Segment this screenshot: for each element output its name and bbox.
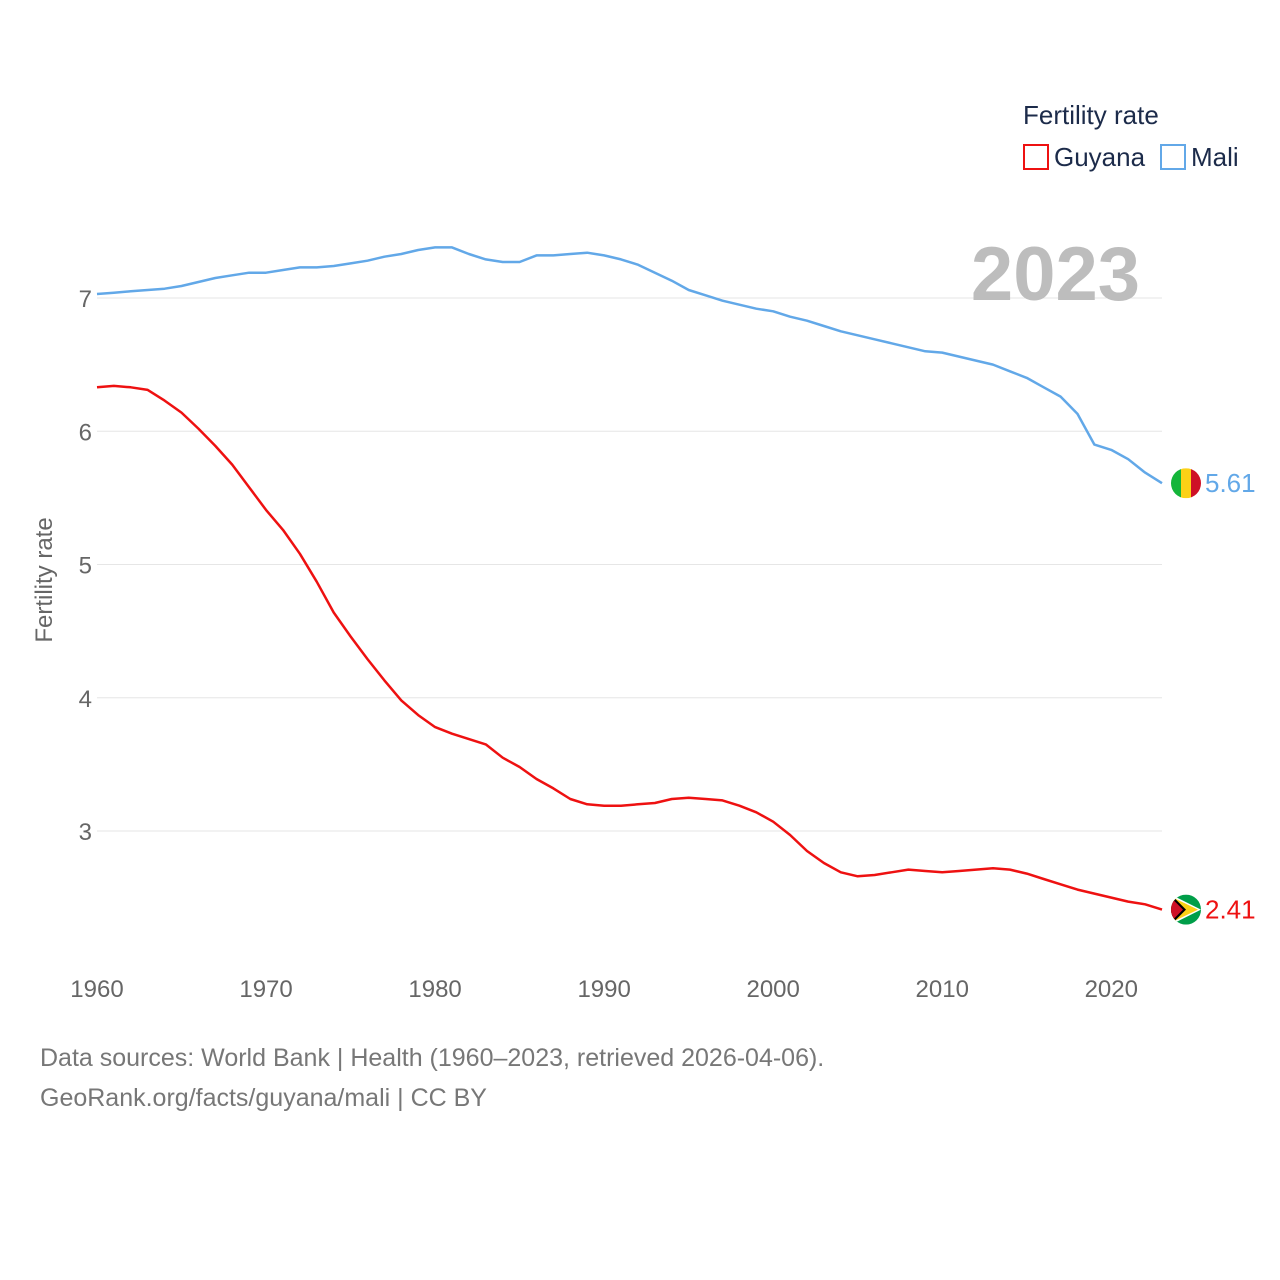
x-tick-label: 1990	[577, 976, 630, 1003]
y-axis: 3 4 5 6 7	[79, 286, 92, 846]
y-tick-label: 6	[79, 419, 92, 446]
line-chart: 3 4 5 6 7 1960 1970 1980 1990 2000 2010 2020 Ferti…	[31, 100, 1256, 1003]
y-tick-label: 5	[79, 553, 92, 580]
guyana-flag-icon	[1171, 894, 1201, 925]
year-label: 2023	[971, 232, 1140, 317]
legend-item-mali[interactable]: Mali	[1160, 142, 1239, 172]
series-end-markers: 2.41 5.61	[1171, 468, 1256, 925]
x-axis: 1960 1970 1980 1990 2000 2010 2020	[70, 976, 1138, 1003]
x-tick-label: 2020	[1085, 976, 1138, 1003]
gridlines	[97, 297, 1162, 832]
legend-label-guyana: Guyana	[1054, 142, 1146, 172]
x-tick-label: 1980	[408, 976, 461, 1003]
legend-swatch-mali	[1160, 144, 1186, 170]
series-line-mali[interactable]	[96, 246, 1163, 485]
legend: Fertility rate Guyana Mali	[1023, 100, 1239, 172]
x-tick-label: 1970	[239, 976, 292, 1003]
x-tick-label: 1960	[70, 976, 123, 1003]
series-line-guyana[interactable]	[96, 384, 1163, 911]
y-tick-label: 4	[79, 686, 92, 713]
legend-label-mali: Mali	[1191, 142, 1239, 172]
mali-flag-icon	[1171, 468, 1201, 499]
footer-source: Data sources: World Bank | Health (1960–…	[40, 1044, 825, 1072]
end-value-label-mali: 5.61	[1205, 468, 1256, 498]
series-lines	[96, 246, 1163, 911]
x-tick-label: 2000	[746, 976, 799, 1003]
x-tick-label: 2010	[916, 976, 969, 1003]
y-tick-label: 3	[79, 819, 92, 846]
legend-title: Fertility rate	[1023, 100, 1159, 130]
y-axis-title: Fertility rate	[31, 517, 58, 642]
footer-credit[interactable]: GeoRank.org/facts/guyana/mali | CC BY	[40, 1084, 487, 1112]
legend-swatch-guyana	[1023, 144, 1049, 170]
y-tick-label: 7	[79, 286, 92, 313]
end-value-label-guyana: 2.41	[1205, 895, 1256, 925]
legend-item-guyana[interactable]: Guyana	[1023, 142, 1146, 172]
